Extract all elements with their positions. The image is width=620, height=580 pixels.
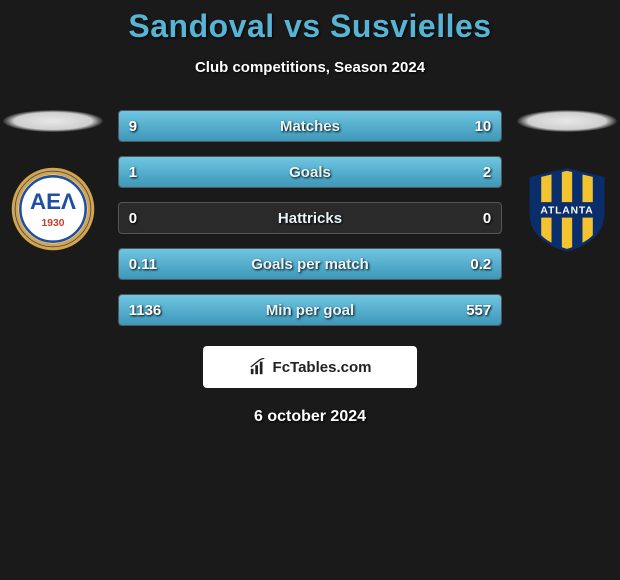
stat-label: Min per goal — [119, 295, 502, 326]
stat-row: 1136557Min per goal — [118, 294, 503, 326]
stat-row: 910Matches — [118, 110, 503, 142]
crest-text-left: ΑΕΛ — [30, 189, 76, 214]
comparison-main: ΑΕΛ 1930 910Matches 12Goals 00Hattricks 0.1… — [0, 110, 620, 326]
left-shadow — [3, 110, 103, 132]
crest-text-right: ATLANTA — [541, 205, 594, 216]
right-shadow — [517, 110, 617, 132]
stat-row: 00Hattricks — [118, 202, 503, 234]
stat-row: 12Goals — [118, 156, 503, 188]
brand-box[interactable]: FcTables.com — [203, 346, 417, 388]
date-label: 6 october 2024 — [0, 408, 620, 426]
stat-label: Goals per match — [119, 249, 502, 280]
brand-text: FcTables.com — [273, 359, 372, 376]
stat-label: Matches — [119, 111, 502, 142]
right-team-crest: ATLANTA — [524, 166, 610, 252]
crest-year-left: 1930 — [41, 218, 64, 229]
subtitle: Club competitions, Season 2024 — [0, 59, 620, 76]
stat-label: Hattricks — [119, 203, 502, 234]
infographic-root: Sandoval vs Susvielles Club competitions… — [0, 0, 620, 426]
left-team-crest: ΑΕΛ 1930 — [10, 166, 96, 252]
stats-bars: 910Matches 12Goals 00Hattricks 0.110.2Goals… — [118, 110, 503, 326]
page-title: Sandoval vs Susvielles — [0, 8, 620, 45]
stat-label: Goals — [119, 157, 502, 188]
stat-row: 0.110.2Goals per match — [118, 248, 503, 280]
left-side: ΑΕΛ 1930 — [0, 110, 106, 252]
brand-chart-icon — [249, 358, 267, 376]
right-side: ATLANTA — [514, 110, 620, 252]
